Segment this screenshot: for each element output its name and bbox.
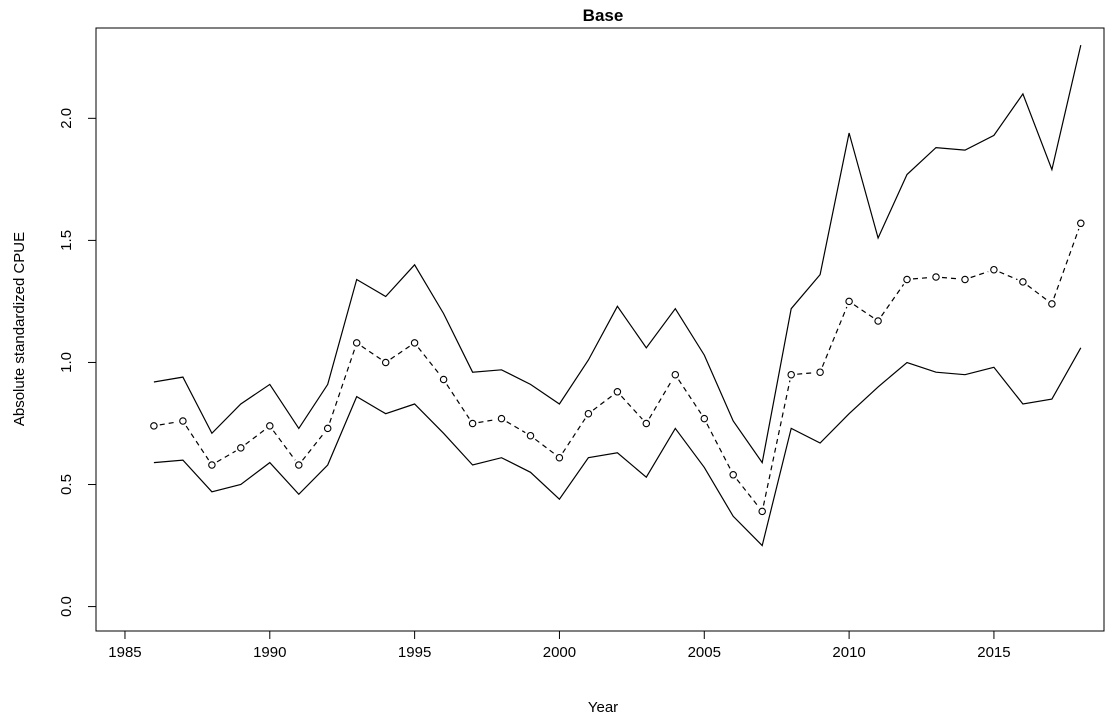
data-point [410, 339, 419, 347]
series-segment [620, 395, 643, 420]
series-segment [506, 421, 526, 434]
series-segment [302, 432, 325, 461]
series-segment [821, 306, 848, 367]
series-line [153, 347, 1082, 547]
data-point [1048, 300, 1056, 308]
series-layer [150, 44, 1085, 547]
series-segment [417, 347, 441, 376]
series-segment [912, 276, 931, 280]
series-segment [245, 429, 266, 445]
data-point [990, 265, 998, 274]
data-point [729, 471, 737, 479]
data-point [179, 417, 187, 425]
y-axis: 0.0 0.5 1.0 1.5 2.0 [58, 108, 96, 617]
data-point [237, 444, 245, 452]
data-point [381, 358, 390, 367]
x-tick-label: 2005 [688, 644, 721, 661]
series-segment [999, 271, 1018, 281]
series-segment [706, 423, 732, 470]
series-segment [1027, 285, 1048, 301]
data-point [352, 339, 361, 347]
series-segment [970, 271, 989, 279]
x-tick-label: 2015 [977, 644, 1010, 661]
series-segment [361, 345, 382, 360]
series-segment [1053, 228, 1080, 299]
data-point [323, 424, 332, 433]
data-point [816, 368, 824, 376]
plot-frame [95, 27, 1105, 632]
series-segment [390, 345, 410, 360]
series-segment [216, 450, 237, 463]
data-point [555, 453, 564, 462]
series-segment [762, 380, 791, 506]
data-point [932, 273, 940, 281]
data-point [468, 419, 477, 428]
y-axis-label: Absolute standardized CPUE [11, 232, 28, 426]
series-segment [941, 276, 960, 280]
series-segment [159, 421, 178, 426]
data-point [642, 419, 651, 428]
data-point [266, 422, 274, 430]
series-segment [797, 372, 815, 375]
data-point [439, 375, 448, 384]
series-segment [446, 384, 470, 419]
x-tick-label: 1990 [253, 644, 286, 661]
data-point [671, 370, 680, 379]
series-segment [272, 430, 296, 461]
x-axis-label: Year [588, 699, 618, 716]
series-line [153, 44, 1082, 465]
data-point [961, 275, 969, 284]
series-segment [562, 418, 586, 454]
chart-title: Base [583, 6, 624, 25]
y-tick-label: 0.5 [58, 474, 75, 495]
data-point [903, 275, 911, 284]
series-segment [592, 394, 613, 411]
y-tick-label: 0.0 [58, 596, 75, 617]
series-segment [534, 438, 556, 455]
data-point [845, 297, 853, 306]
x-tick-label: 2000 [543, 644, 576, 661]
data-point [150, 422, 158, 430]
series-2 [153, 347, 1082, 547]
data-point [613, 388, 622, 396]
series-segment [329, 348, 356, 423]
series-segment [678, 379, 702, 414]
y-tick-label: 1.5 [58, 230, 75, 251]
data-point [208, 461, 216, 469]
data-point [758, 507, 766, 516]
data-point [497, 414, 506, 423]
data-point [526, 431, 535, 440]
series-segment [478, 419, 496, 424]
series-segment [648, 379, 673, 419]
series-segment [881, 284, 905, 317]
x-tick-label: 1985 [108, 644, 141, 661]
data-point [700, 414, 709, 423]
data-point [1019, 278, 1027, 286]
x-tick-label: 1995 [398, 644, 431, 661]
series-segment [736, 479, 759, 508]
data-point [295, 461, 303, 469]
series-segment [853, 304, 874, 319]
y-tick-label: 1.0 [58, 352, 75, 373]
data-point [874, 317, 882, 325]
x-tick-label: 2010 [832, 644, 865, 661]
series-1 [153, 44, 1082, 465]
series-0 [150, 219, 1085, 516]
data-point [787, 370, 795, 379]
y-tick-label: 2.0 [58, 108, 75, 129]
series-segment [185, 425, 210, 461]
data-point [584, 409, 593, 418]
data-point [1077, 219, 1085, 228]
x-axis: 1985 1990 1995 2000 2005 2010 2015 [108, 631, 1011, 661]
